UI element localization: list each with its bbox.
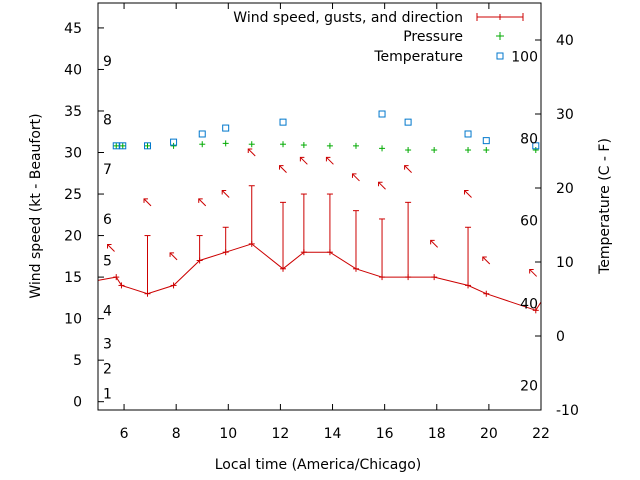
- wind-direction-arrow: [430, 240, 439, 248]
- x-tick-label: 18: [428, 426, 446, 442]
- left-axis-title: Wind speed (kt - Beaufort): [28, 113, 44, 298]
- temperature-point: [464, 130, 472, 138]
- wind-direction-arrow: [378, 181, 386, 190]
- fahrenheit-label: 100: [511, 49, 538, 65]
- tick-labels: 6 8 10 12 14 16 18 20 22051015202530354045-10010…: [64, 21, 579, 442]
- legend-label-temperature: Temperature: [373, 49, 463, 65]
- fahrenheit-label: 60: [520, 214, 538, 230]
- data-series: [97, 110, 542, 314]
- beaufort-label: 7: [103, 162, 112, 178]
- wind-direction-arrowhead: [378, 181, 383, 187]
- temperature-point: [119, 142, 127, 150]
- left-tick-label: 40: [64, 62, 82, 78]
- left-tick-label: 30: [64, 146, 82, 162]
- wind-direction-arrowhead: [247, 148, 253, 154]
- wind-direction-arrow: [107, 244, 115, 252]
- left-tick-label: 25: [64, 187, 82, 203]
- right-tick-label: 20: [556, 181, 574, 197]
- left-tick-label: 45: [64, 21, 82, 37]
- beaufort-label: 1: [103, 386, 112, 402]
- x-tick-label: 16: [376, 426, 394, 442]
- wind-direction-arrowhead: [221, 190, 227, 195]
- legend-label-wind: Wind speed, gusts, and direction: [233, 10, 463, 26]
- right-tick-label: -10: [556, 403, 579, 419]
- beaufort-label: 5: [103, 253, 112, 269]
- x-tick-label: 8: [172, 426, 181, 442]
- temperature-point: [170, 138, 178, 146]
- temperature-point: [222, 124, 230, 132]
- wind-direction-arrowhead: [430, 239, 435, 245]
- wind-direction-arrow: [279, 165, 287, 173]
- wind-direction-arrow: [464, 190, 472, 198]
- wind-direction-arrow: [198, 198, 207, 207]
- legend-swatch-wind: [476, 13, 524, 21]
- x-tick-label: 22: [532, 426, 550, 442]
- wind-direction-arrow: [143, 198, 152, 207]
- wind-direction-arrow: [247, 148, 256, 157]
- fahrenheit-label: 40: [520, 296, 538, 312]
- x-tick-label: 14: [324, 426, 342, 442]
- plot-frame: [97, 2, 542, 411]
- right-tick-label: 30: [556, 107, 574, 123]
- wind-direction-arrowhead: [529, 268, 534, 274]
- wind-direction-arrowhead: [107, 244, 112, 249]
- temperature-point: [112, 142, 120, 150]
- temperature-point: [404, 118, 412, 126]
- beaufort-label: 9: [103, 54, 112, 70]
- legend-label-pressure: Pressure: [403, 29, 463, 45]
- wind-direction-arrowhead: [482, 256, 487, 261]
- right-tick-label: 10: [556, 255, 574, 271]
- right-tick-label: 0: [556, 329, 565, 345]
- wind-direction-arrowhead: [198, 198, 203, 203]
- temperature-point: [144, 142, 152, 150]
- wind-direction-arrowhead: [299, 156, 305, 162]
- left-tick-label: 20: [64, 229, 82, 245]
- right-axis-title: Temperature (C - F): [597, 138, 613, 275]
- temperature-point: [279, 118, 287, 126]
- legend-swatch-pressure: [496, 32, 504, 40]
- temperature-point: [198, 130, 206, 138]
- temperature-point: [482, 137, 490, 145]
- wind-direction-arrowhead: [169, 252, 175, 257]
- left-tick-label: 15: [64, 270, 82, 286]
- right-tick-label: 40: [556, 33, 574, 49]
- wind-direction-arrow: [221, 190, 230, 198]
- left-tick-label: 5: [73, 353, 82, 369]
- wind-direction-arrow: [482, 256, 491, 265]
- wind-direction-arrowhead: [325, 156, 331, 162]
- temperature-point: [532, 142, 540, 150]
- wind-direction-arrow: [169, 252, 178, 261]
- wind-direction-arrowhead: [464, 190, 469, 195]
- wind-direction-arrow: [529, 269, 538, 277]
- legend-swatch-temperature: [496, 52, 504, 60]
- x-tick-label: 6: [120, 426, 129, 442]
- wind-direction-arrow: [404, 165, 412, 173]
- legend: Wind speed, gusts, and direction Pressur…: [233, 10, 524, 65]
- left-tick-label: 35: [64, 104, 82, 120]
- wind-direction-arrowhead: [351, 173, 357, 178]
- beaufort-label: 3: [103, 337, 112, 353]
- x-tick-label: 10: [219, 426, 237, 442]
- temperature-point: [378, 110, 386, 118]
- beaufort-label: 8: [103, 112, 112, 128]
- wind-direction-arrow: [326, 156, 334, 165]
- wind-direction-arrowhead: [404, 165, 409, 170]
- beaufort-label: 6: [103, 212, 112, 228]
- fahrenheit-label: 20: [520, 379, 538, 395]
- beaufort-label: 4: [103, 303, 112, 319]
- x-tick-label: 20: [480, 426, 498, 442]
- wind-direction-arrow: [300, 156, 308, 165]
- fahrenheit-label: 80: [520, 131, 538, 147]
- wind-direction-arrow: [352, 173, 360, 182]
- left-tick-label: 0: [73, 395, 82, 411]
- wind-direction-arrowhead: [143, 198, 149, 203]
- x-tick-label: 12: [271, 426, 289, 442]
- beaufort-label: 2: [103, 361, 112, 377]
- wind-direction-arrowhead: [279, 165, 284, 170]
- x-axis-title: Local time (America/Chicago): [215, 457, 421, 473]
- left-tick-label: 10: [64, 312, 82, 328]
